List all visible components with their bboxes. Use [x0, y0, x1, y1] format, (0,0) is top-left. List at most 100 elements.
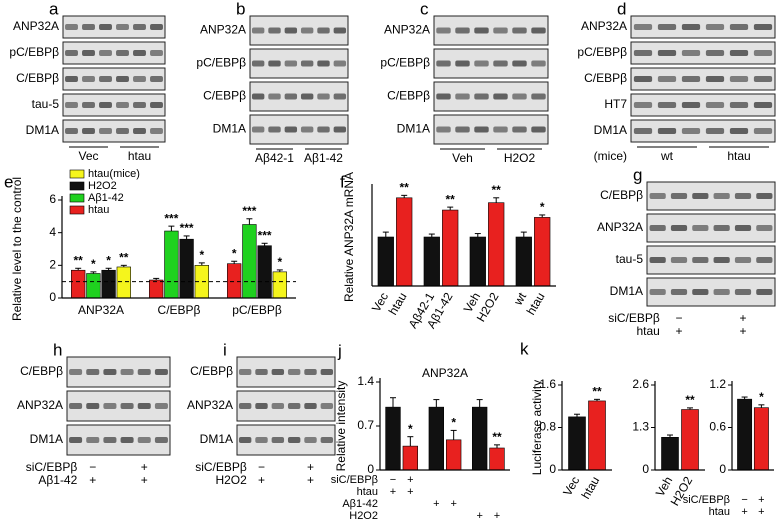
bar [227, 263, 242, 299]
blot-band [657, 128, 677, 134]
blot-band [317, 93, 330, 100]
blot-band [86, 403, 100, 409]
blot-band [531, 93, 546, 100]
blot-band [705, 76, 725, 82]
blot-band [455, 60, 470, 67]
blot-band [120, 369, 134, 375]
blot-band [705, 50, 725, 56]
blot-label: C/EBPβ [387, 89, 430, 103]
blot-band [133, 102, 146, 108]
blot-label: pC/EBPβ [9, 45, 59, 59]
condition-mark: − [89, 460, 96, 474]
blot-band [474, 60, 489, 67]
blot-label: ANP32A [200, 23, 246, 37]
blot-band [82, 76, 95, 82]
blot-band [238, 403, 252, 409]
condition-label: htau [636, 324, 659, 338]
bar [164, 230, 179, 299]
y-axis-label: Relative intensity [334, 381, 348, 472]
blot-strip [433, 81, 549, 112]
panel-letter: h [53, 340, 62, 359]
blot-band [649, 193, 666, 199]
blot-band [116, 102, 129, 108]
significance: * [106, 253, 111, 267]
condition-mark: − [258, 460, 265, 474]
legend-swatch [69, 169, 85, 179]
blot-label: pC/EBPβ [380, 56, 430, 70]
group-label: H2O2 [504, 151, 536, 165]
blot-band [681, 102, 701, 108]
blot-label: ANP32A [597, 220, 643, 234]
blot-band [287, 403, 301, 409]
y-tick-label: 4 [49, 225, 56, 239]
bar [179, 238, 194, 299]
blot-label: tau-5 [32, 97, 60, 111]
blot-band [455, 93, 470, 100]
blot-band [633, 76, 653, 82]
condition-label: htau [357, 486, 378, 498]
blot-label: ANP32A [384, 23, 430, 37]
blot-band [633, 102, 653, 108]
blot-band [103, 437, 117, 443]
blot-strip [236, 356, 336, 388]
y-axis-label: Luciferase activity [530, 380, 544, 475]
condition-label: siC/EBPβ [331, 474, 378, 486]
blot-band [633, 50, 653, 56]
blot-strip [433, 114, 549, 145]
blot-band [531, 60, 546, 67]
significance: * [232, 246, 237, 260]
condition-label: siC/EBPβ [608, 311, 660, 325]
blot-band [86, 369, 100, 375]
blot-band [99, 128, 112, 134]
blot-band [734, 193, 752, 199]
blot-band [255, 403, 268, 409]
blot-strip [62, 41, 166, 65]
panel-letter: k [520, 339, 529, 358]
condition-mark: + [141, 473, 148, 487]
significance: ** [492, 430, 502, 444]
blot-band [255, 437, 268, 443]
condition-label: siC/EBPβ [683, 494, 730, 506]
y-tick-label: 0 [642, 462, 649, 476]
blot-band [692, 193, 709, 199]
blot-band [133, 24, 146, 30]
blot-band [116, 76, 129, 82]
blot-strip [66, 356, 171, 388]
blot-band [333, 60, 347, 67]
legend-label: htau [88, 204, 109, 216]
group-label: Vec [78, 149, 98, 163]
blot-band [493, 27, 508, 34]
blot-band [649, 257, 666, 263]
blot-band [734, 225, 752, 231]
blot-band [692, 289, 709, 295]
blot-band [455, 126, 470, 133]
blot-band [287, 437, 301, 443]
group-label: Aβ42-1 [255, 151, 294, 165]
bar [515, 236, 532, 287]
blot-band [268, 93, 281, 100]
condition-label: H2O2 [215, 473, 247, 487]
blot-band [474, 27, 489, 34]
blot-band [271, 369, 285, 375]
blot-band [251, 93, 265, 100]
blot-band [268, 27, 281, 34]
blot-label: C/EBPβ [20, 364, 63, 378]
bar [396, 197, 413, 287]
blot-strip [62, 93, 166, 117]
legend-label: H2O2 [88, 180, 117, 192]
bar [737, 398, 753, 471]
blot-label: pC/EBPβ [577, 45, 627, 59]
blot-band [69, 437, 83, 443]
blot-band [304, 437, 317, 443]
panel-letter: e [4, 172, 13, 191]
blot-strip [249, 48, 349, 79]
blot-band [284, 93, 298, 100]
legend-swatch [69, 193, 85, 203]
bar [101, 269, 116, 299]
blot-band [705, 24, 725, 30]
condition-mark: + [89, 473, 96, 487]
blot-band [287, 369, 301, 375]
blot-band [251, 60, 265, 67]
bar [257, 245, 272, 299]
